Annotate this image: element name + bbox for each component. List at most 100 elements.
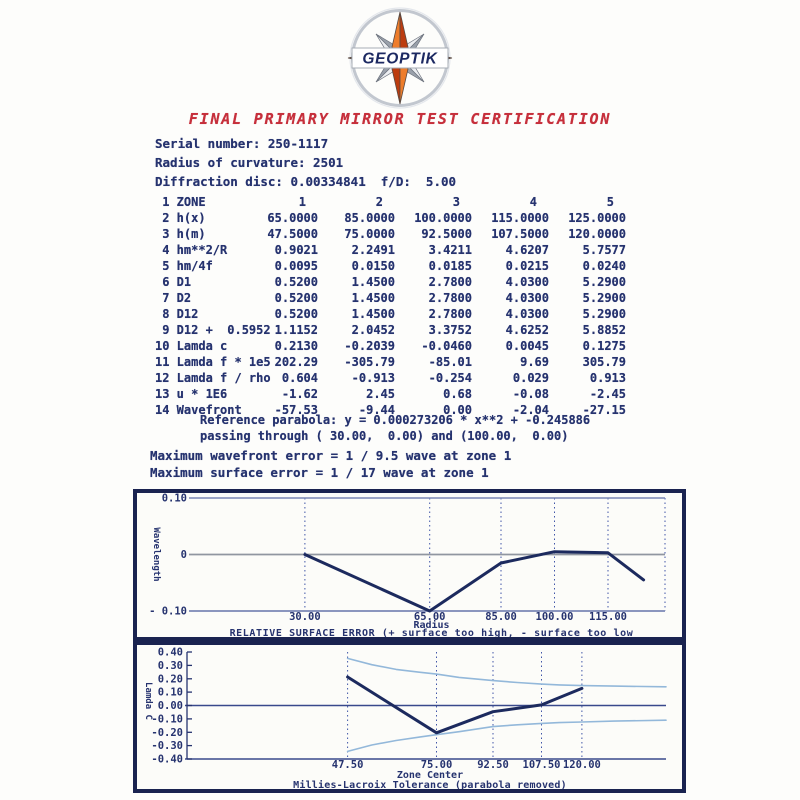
- surface-error-chart-panel: 0.10 0 - 0.10 30.00 65.00 85.00 100.00 115.00 Wa…: [133, 489, 686, 641]
- row-label: 4 hm**2/R: [155, 243, 228, 257]
- cell-value: 85.0000: [344, 211, 395, 225]
- y-tick-label: - 0.10: [149, 606, 187, 618]
- cell-value: 1: [298, 195, 306, 209]
- table-row: 11 Lamda f * 1e5 202.29 -305.79 -85.01 9.69 3…: [155, 354, 626, 370]
- cell-value: 1.4500: [351, 307, 395, 321]
- cell-value: 2.2491: [351, 243, 395, 257]
- y-tick-label: -0.30: [151, 740, 183, 752]
- cell-value: 4: [529, 195, 537, 209]
- cell-value: 4.6207: [505, 243, 549, 257]
- cell-value: 0.913: [589, 371, 626, 385]
- cell-value: 125.0000: [568, 211, 626, 225]
- cell-value: 0.0045: [505, 339, 549, 353]
- cell-value: 5.2900: [582, 291, 626, 305]
- cell-value: 92.5000: [421, 227, 472, 241]
- x-tick-label: 65.00: [414, 611, 446, 623]
- cell-value: 0.2130: [274, 339, 318, 353]
- cell-value: -0.2039: [344, 339, 395, 353]
- x-tick-label: 100.00: [536, 611, 574, 623]
- x-tick-label: 92.50: [477, 759, 509, 771]
- cell-value: 5.7577: [582, 243, 626, 257]
- cell-value: -27.15: [582, 403, 626, 417]
- tolerance-chart-panel: 0.40 0.30 0.20 0.10 0.00 -0.10 -0.20 -0.30 -0.40…: [133, 641, 686, 793]
- cell-value: 0.1275: [582, 339, 626, 353]
- table-row: 1 ZONE 1 2 3 4 5: [155, 194, 626, 210]
- row-label: 1 ZONE: [155, 195, 206, 209]
- x-tick-label: 107.50: [523, 759, 561, 771]
- geoptik-logo: GEOPTIK: [344, 2, 456, 114]
- error-line: Maximum surface error = 1 / 17 wave at z…: [150, 464, 489, 480]
- cell-value: -9.44: [358, 403, 395, 417]
- x-tick-label: 85.00: [485, 611, 517, 623]
- x-axis-title: Zone Center: [397, 770, 463, 781]
- note-line: Reference parabola: y = 0.000273206 * x*…: [200, 413, 591, 427]
- row-label: 7 D2: [155, 291, 192, 305]
- cell-value: 2.0452: [351, 323, 395, 337]
- table-row: 8 D12 0.5200 1.4500 2.7800 4.0300 5.2900: [155, 306, 626, 322]
- info-line: Serial number: 250-1117: [155, 136, 329, 151]
- row-label: 3 h(m): [155, 227, 206, 241]
- cell-value: 9.69: [520, 355, 549, 369]
- cell-value: 1.1152: [274, 323, 318, 337]
- table-row: 13 u * 1E6 -1.62 2.45 0.68 -0.08 -2.45: [155, 386, 626, 402]
- logo-band: [351, 47, 449, 69]
- y-tick-label: 0.20: [158, 673, 183, 685]
- cell-value: 0.68: [443, 387, 472, 401]
- row-label: 12 Lamda f / rho: [155, 371, 271, 385]
- cell-value: -1.62: [281, 387, 318, 401]
- row-label: 9 D12 + 0.5952: [155, 323, 271, 337]
- cell-value: 2.7800: [428, 291, 472, 305]
- row-label: 5 hm/4f: [155, 259, 213, 273]
- x-axis-title: Radius: [413, 619, 449, 631]
- info-line: Diffraction disc: 0.00334841 f/D: 5.00: [155, 174, 457, 189]
- cell-value: 0.0215: [505, 259, 549, 273]
- table-row: 10 Lamda c 0.2130 -0.2039 -0.0460 0.0045 0.12…: [155, 338, 626, 354]
- note-line: passing through ( 30.00, 0.00) and (100.…: [200, 429, 569, 443]
- row-label: 14 Wavefront: [155, 403, 242, 417]
- tolerance-chart: 0.400.300.20 0.100.00-0.10 -0.20-0.30 -0.40…: [143, 647, 667, 789]
- y-tick-label: 0.10: [162, 493, 187, 505]
- x-tick-label: 75.00: [421, 759, 453, 771]
- table-row: 12 Lamda f / rho 0.604 -0.913 -0.254 0.029 0.…: [155, 370, 626, 386]
- cell-value: 2.7800: [428, 307, 472, 321]
- x-tick-label: 30.00: [289, 611, 321, 623]
- x-tick-label: 120.00: [563, 759, 601, 771]
- row-label: 10 Lamda c: [155, 339, 228, 353]
- row-label: 8 D12: [155, 307, 199, 321]
- cell-value: 5.2900: [582, 307, 626, 321]
- surface-error-chart: 0.10 0 - 0.10 30.00 65.00 85.00 100.00 115.00 Wa…: [149, 493, 666, 637]
- cell-value: 5.8852: [582, 323, 626, 337]
- cell-value: 0.0185: [428, 259, 472, 273]
- y-axis-title: Lamda C: [143, 682, 153, 720]
- cell-value: 5: [606, 195, 614, 209]
- y-tick-label: 0.10: [158, 687, 183, 699]
- compass-rose-icon: GEOPTIK: [347, 7, 453, 109]
- cell-value: 107.5000: [491, 227, 549, 241]
- cell-value: 0.029: [512, 371, 549, 385]
- table-row: 7 D2 0.5200 1.4500 2.7800 4.0300 5.2900: [155, 290, 626, 306]
- cell-value: 1.4500: [351, 291, 395, 305]
- cell-value: 0.9021: [274, 243, 318, 257]
- row-label: 6 D1: [155, 275, 192, 289]
- y-tick-label: -0.40: [151, 754, 183, 766]
- row-label: 11 Lamda f * 1e5: [155, 355, 271, 369]
- row-label: 13 u * 1E6: [155, 387, 228, 401]
- table-row: 9 D12 + 0.5952 1.1152 2.0452 3.3752 4.6252 5.…: [155, 322, 626, 338]
- cell-value: -57.53: [274, 403, 318, 417]
- error-line: Maximum wavefront error = 1 / 9.5 wave a…: [150, 448, 512, 463]
- page-title: FINAL PRIMARY MIRROR TEST CERTIFICATION: [188, 110, 612, 128]
- cell-value: -0.254: [428, 371, 472, 385]
- cell-value: 0.00: [443, 403, 472, 417]
- cell-value: -0.08: [512, 387, 549, 401]
- surface-error-line: [303, 550, 646, 613]
- cell-value: -0.0460: [421, 339, 472, 353]
- cell-value: 0.5200: [274, 275, 318, 289]
- table-row: 14 Wavefront -57.53 -9.44 0.00 -2.04 -27.15: [155, 402, 626, 418]
- cell-value: -0.913: [351, 371, 395, 385]
- cell-value: 4.0300: [505, 291, 549, 305]
- lamda-c-line: [346, 675, 584, 735]
- cell-value: 3.4211: [428, 243, 472, 257]
- cell-value: 2: [375, 195, 383, 209]
- cell-value: 5.2900: [582, 275, 626, 289]
- y-axis-title: Wavelength: [151, 527, 161, 581]
